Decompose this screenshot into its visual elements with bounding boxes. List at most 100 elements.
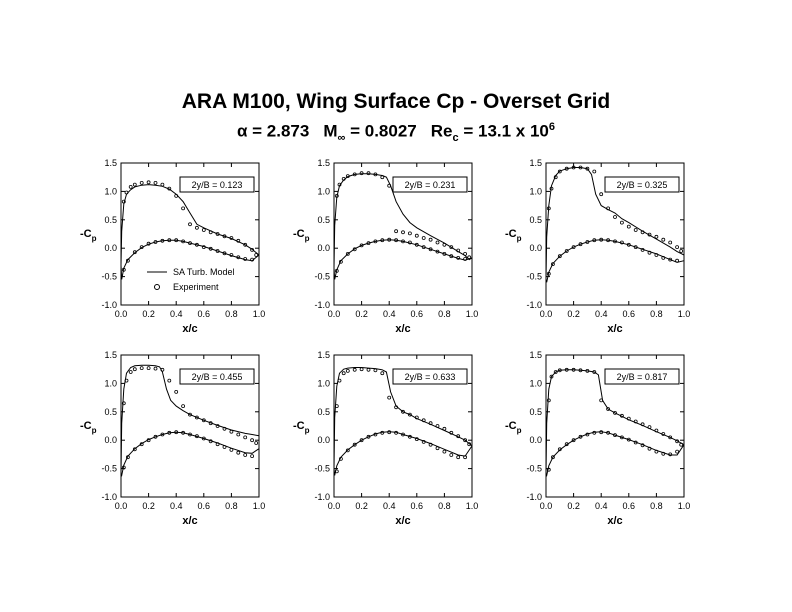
mach-subscript: ∞: [337, 132, 346, 145]
experiment-point: [553, 175, 558, 180]
x-tick-label: 0.6: [623, 501, 636, 511]
experiment-point: [201, 245, 206, 250]
experiment-point: [546, 398, 551, 403]
experiment-point: [668, 452, 673, 457]
y-axis-label-subscript: p: [517, 426, 522, 435]
experiment-point: [373, 172, 378, 177]
experiment-point: [401, 239, 405, 244]
experiment-point: [121, 465, 126, 470]
experiment-point: [387, 237, 392, 242]
experiment-point: [633, 228, 638, 232]
y-tick-label: 1.5: [529, 158, 542, 168]
x-tick-label: 0.2: [567, 501, 580, 511]
experiment-point: [222, 234, 227, 239]
experiment-point: [250, 454, 255, 459]
station-label-box: [392, 368, 468, 385]
experiment-point: [564, 249, 569, 253]
plot-frame: [545, 162, 685, 306]
experiment-point: [215, 232, 220, 236]
experiment-point: [345, 251, 350, 256]
x-tick-label: 0.4: [383, 309, 396, 319]
experiment-point: [661, 432, 666, 436]
experiment-point: [194, 242, 199, 247]
experiment-point: [421, 418, 426, 423]
y-axis-label-subscript: p: [305, 234, 310, 243]
x-tick-label: 0.4: [595, 501, 608, 511]
experiment-point: [414, 233, 419, 238]
experiment-point: [578, 242, 583, 247]
experiment-point: [467, 442, 472, 447]
y-tick-label: 1.0: [529, 186, 542, 196]
experiment-point: [139, 245, 144, 250]
experiment-point: [647, 446, 652, 451]
x-axis-label: x/c: [395, 515, 410, 527]
experiment-point: [620, 240, 624, 245]
experiment-point: [578, 434, 583, 439]
x-tick-label: 0.6: [198, 309, 211, 319]
experiment-point: [201, 436, 206, 441]
experiment-point: [546, 467, 551, 472]
experiment-point: [633, 245, 638, 250]
experiment-point: [585, 368, 590, 373]
y-tick-label: 1.0: [104, 378, 117, 388]
experiment-point: [146, 366, 151, 371]
experiment-point: [126, 258, 130, 263]
experiment-point: [153, 366, 158, 371]
experiment-point: [359, 243, 364, 248]
experiment-point: [366, 434, 371, 439]
experiment-point: [352, 367, 357, 372]
experiment-point: [571, 367, 576, 372]
experiment-point: [167, 378, 172, 383]
experiment-point: [236, 238, 241, 243]
page-subtitle: α = 2.873 M∞ = 0.8027 Rec = 13.1 x 106: [0, 121, 792, 144]
experiment-point: [606, 238, 610, 243]
experiment-point: [188, 241, 192, 246]
experiment-point: [215, 442, 220, 447]
x-tick-label: 0.6: [411, 501, 424, 511]
experiment-point: [181, 404, 186, 409]
mach-symbol: M: [323, 121, 338, 141]
experiment-point: [146, 180, 151, 185]
experiment-point: [654, 428, 659, 433]
experiment-point: [679, 442, 684, 447]
experiment-point: [121, 401, 126, 406]
experiment-point: [160, 432, 165, 437]
experiment-point: [341, 371, 346, 376]
experiment-point: [640, 247, 645, 252]
experiment-point: [394, 238, 399, 243]
x-tick-label: 0.0: [540, 309, 553, 319]
experiment-point: [661, 237, 666, 242]
experiment-point: [456, 248, 461, 253]
experiment-point: [188, 432, 192, 437]
y-tick-label: 1.5: [529, 350, 542, 360]
experiment-point: [124, 378, 129, 383]
sa-model-line-upper: [120, 184, 260, 266]
experiment-point: [401, 230, 405, 235]
y-tick-label: -0.5: [526, 464, 542, 474]
station-label: 2y/B = 0.231: [405, 180, 456, 190]
experiment-point: [334, 404, 339, 409]
x-tick-label: 0.2: [355, 501, 368, 511]
x-tick-label: 0.2: [142, 309, 155, 319]
experiment-point: [243, 435, 248, 440]
experiment-point: [181, 239, 186, 244]
experiment-point: [394, 229, 399, 234]
experiment-point: [620, 220, 624, 225]
y-tick-label: 1.0: [317, 186, 330, 196]
experiment-point: [208, 230, 213, 235]
experiment-point: [599, 430, 604, 435]
experiment-point: [407, 240, 412, 245]
x-tick-label: 0.6: [198, 501, 211, 511]
experiment-point: [254, 441, 259, 445]
x-tick-label: 1.0: [253, 309, 266, 319]
experiment-point: [128, 370, 133, 374]
experiment-point: [654, 234, 659, 239]
experiment-point: [132, 182, 137, 187]
experiment-point: [387, 183, 392, 188]
experiment-point: [599, 398, 604, 403]
experiment-point: [456, 434, 461, 439]
chart-panel: 0.0 0.2 0.4 0.6 0.8 1.0 -1.0 -0.5 0.0 0.5 1.0 1.5 x/…: [505, 158, 690, 335]
experiment-point: [585, 240, 590, 244]
sa-model-line-lower: [120, 431, 260, 477]
experiment-point: [236, 255, 241, 260]
